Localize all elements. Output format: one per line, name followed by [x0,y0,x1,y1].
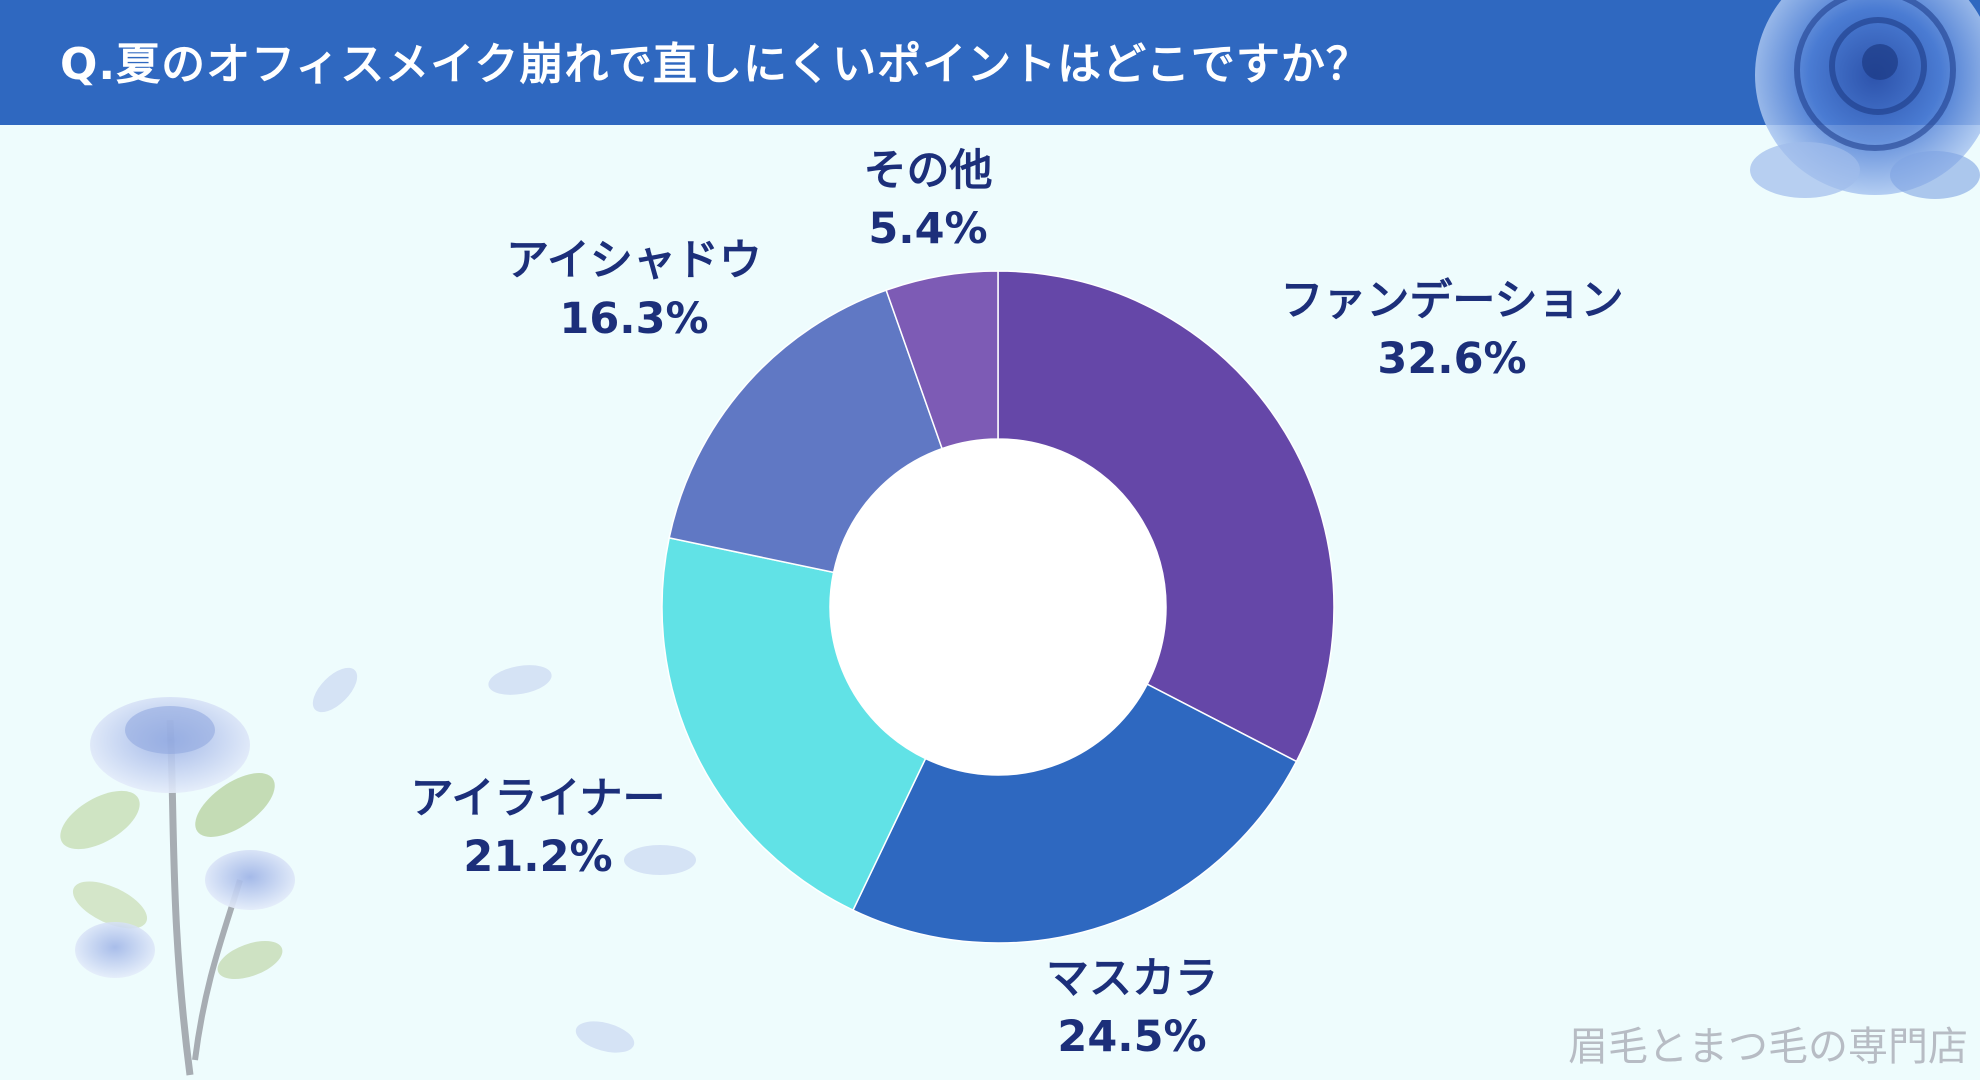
slice-name: ファンデーション [1280,276,1624,326]
slice-name: アイシャドウ [506,236,762,286]
blue-rose-icon [1750,0,1980,199]
page-title: Q.夏のオフィスメイク崩れで直しにくいポイントはどこですか？ [60,39,1371,90]
petal-icon [312,665,696,1053]
rose-branch-icon [60,697,295,1076]
slice-label-foundation: ファンデーション 32.6% [1280,272,1623,388]
slice-label-other: その他 5.4% [864,142,993,258]
footer-brand: 眉毛とまつ毛の専門店 [1568,1024,1968,1070]
chart-slices [661,270,1335,944]
slice-value: 24.5% [1057,1012,1207,1062]
slice-value: 32.6% [1377,334,1527,384]
slice-foundation [997,270,1335,763]
slice-value: 21.2% [463,832,613,882]
slice-name: その他 [863,146,993,196]
donut-hole [830,439,1166,775]
slice-label-eyeshadow: アイシャドウ 16.3% [506,232,762,348]
slice-value: 5.4% [868,204,988,254]
slice-name: アイライナー [410,774,666,824]
slice-value: 16.3% [559,294,709,344]
slice-label-eyeliner: アイライナー 21.2% [411,770,666,886]
slice-label-mascara: マスカラ 24.5% [1046,950,1218,1066]
slice-name: マスカラ [1046,954,1218,1004]
title-bar: Q.夏のオフィスメイク崩れで直しにくいポイントはどこですか？ [0,0,1980,125]
